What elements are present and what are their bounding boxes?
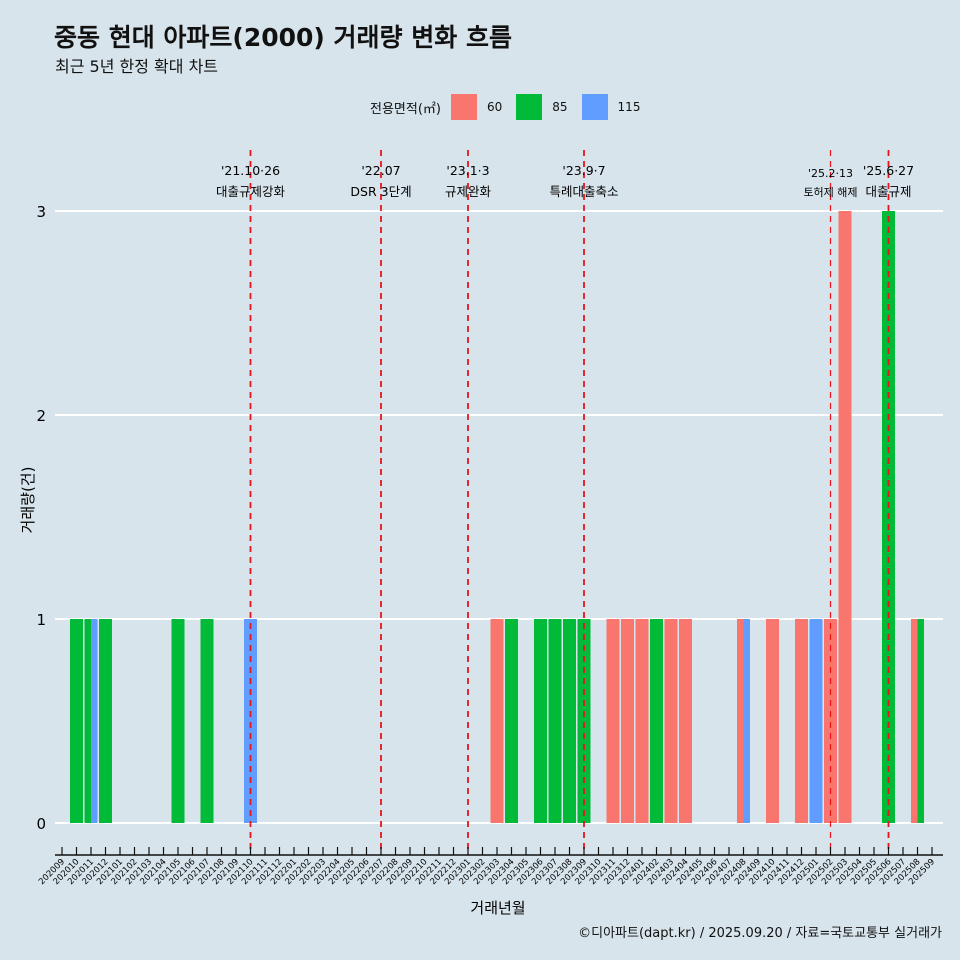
bar-202011-85 bbox=[84, 619, 91, 823]
bar-202306-85 bbox=[534, 619, 547, 823]
bar-202110-115 bbox=[244, 619, 257, 823]
event-date: '25.6·27 bbox=[863, 163, 914, 178]
event-label: 대출규제강화 bbox=[216, 184, 286, 199]
bar-202410-60 bbox=[766, 619, 779, 823]
event-label: 토허제 해제 bbox=[803, 185, 857, 199]
bar-202503-60 bbox=[838, 211, 852, 823]
bar-202105-85 bbox=[171, 619, 185, 823]
bar-202308-85 bbox=[563, 619, 576, 823]
event-date: '23.9·7 bbox=[562, 163, 605, 178]
source-caption: ©디아파트(dapt.kr) / 2025.09.20 / 자료=국토교통부 실… bbox=[578, 926, 942, 941]
legend-title: 전용면적(㎡) bbox=[370, 101, 441, 117]
legend-swatch-60 bbox=[450, 94, 477, 120]
bar-202311-60 bbox=[606, 619, 620, 823]
event-date: '22.07 bbox=[361, 163, 400, 178]
bar-202408-60 bbox=[737, 619, 744, 823]
bar-202401-60 bbox=[635, 619, 649, 823]
legend-swatch-115 bbox=[581, 94, 608, 120]
event-date: '21.10·26 bbox=[221, 163, 280, 178]
event-label: 특례대출축소 bbox=[549, 184, 618, 199]
chart-title: 중동 현대 아파트(2000) 거래량 변화 흐름 bbox=[54, 23, 512, 52]
bar-202408-115 bbox=[743, 619, 750, 823]
bar-202402-85 bbox=[650, 619, 663, 823]
legend: 전용면적(㎡) 60 85 115 bbox=[370, 94, 654, 120]
bar-202403-60 bbox=[664, 619, 678, 823]
bar-202404-60 bbox=[679, 619, 692, 823]
y-tick-label: 1 bbox=[36, 611, 46, 629]
bar-202508-60 bbox=[911, 619, 918, 823]
bar-202011-115 bbox=[91, 619, 98, 823]
event-label: 대출규제 bbox=[865, 184, 911, 199]
bar-202107-85 bbox=[200, 619, 214, 823]
bar-202502-60 bbox=[824, 619, 837, 823]
x-axis-title: 거래년월 bbox=[470, 899, 525, 917]
legend-swatch-85 bbox=[516, 94, 543, 120]
y-tick-label: 3 bbox=[36, 203, 46, 221]
chart-subtitle: 최근 5년 한정 확대 차트 bbox=[55, 57, 219, 76]
bar-202307-85 bbox=[548, 619, 562, 823]
event-label: 규제완화 bbox=[445, 184, 492, 199]
bar-202501-115 bbox=[809, 619, 823, 823]
legend-label-60: 60 bbox=[486, 100, 503, 114]
bar-202508-85 bbox=[917, 619, 924, 823]
event-label: DSR 3단계 bbox=[350, 184, 411, 199]
bar-202412-60 bbox=[795, 619, 808, 823]
event-date: '23.1·3 bbox=[446, 163, 489, 178]
legend-label-85: 85 bbox=[552, 100, 568, 114]
y-tick-label: 2 bbox=[36, 407, 46, 425]
bar-202312-60 bbox=[621, 619, 634, 823]
bar-202303-60 bbox=[490, 619, 504, 823]
y-axis-title: 거래량(건) bbox=[19, 467, 37, 534]
legend-label-115: 115 bbox=[617, 100, 641, 114]
bar-202309-85 bbox=[577, 619, 591, 823]
bar-202010-85 bbox=[70, 619, 83, 823]
event-date: '25.2·13 bbox=[808, 167, 853, 180]
y-tick-label: 0 bbox=[36, 815, 46, 833]
bar-202012-85 bbox=[99, 619, 112, 823]
bar-202304-85 bbox=[505, 619, 518, 823]
